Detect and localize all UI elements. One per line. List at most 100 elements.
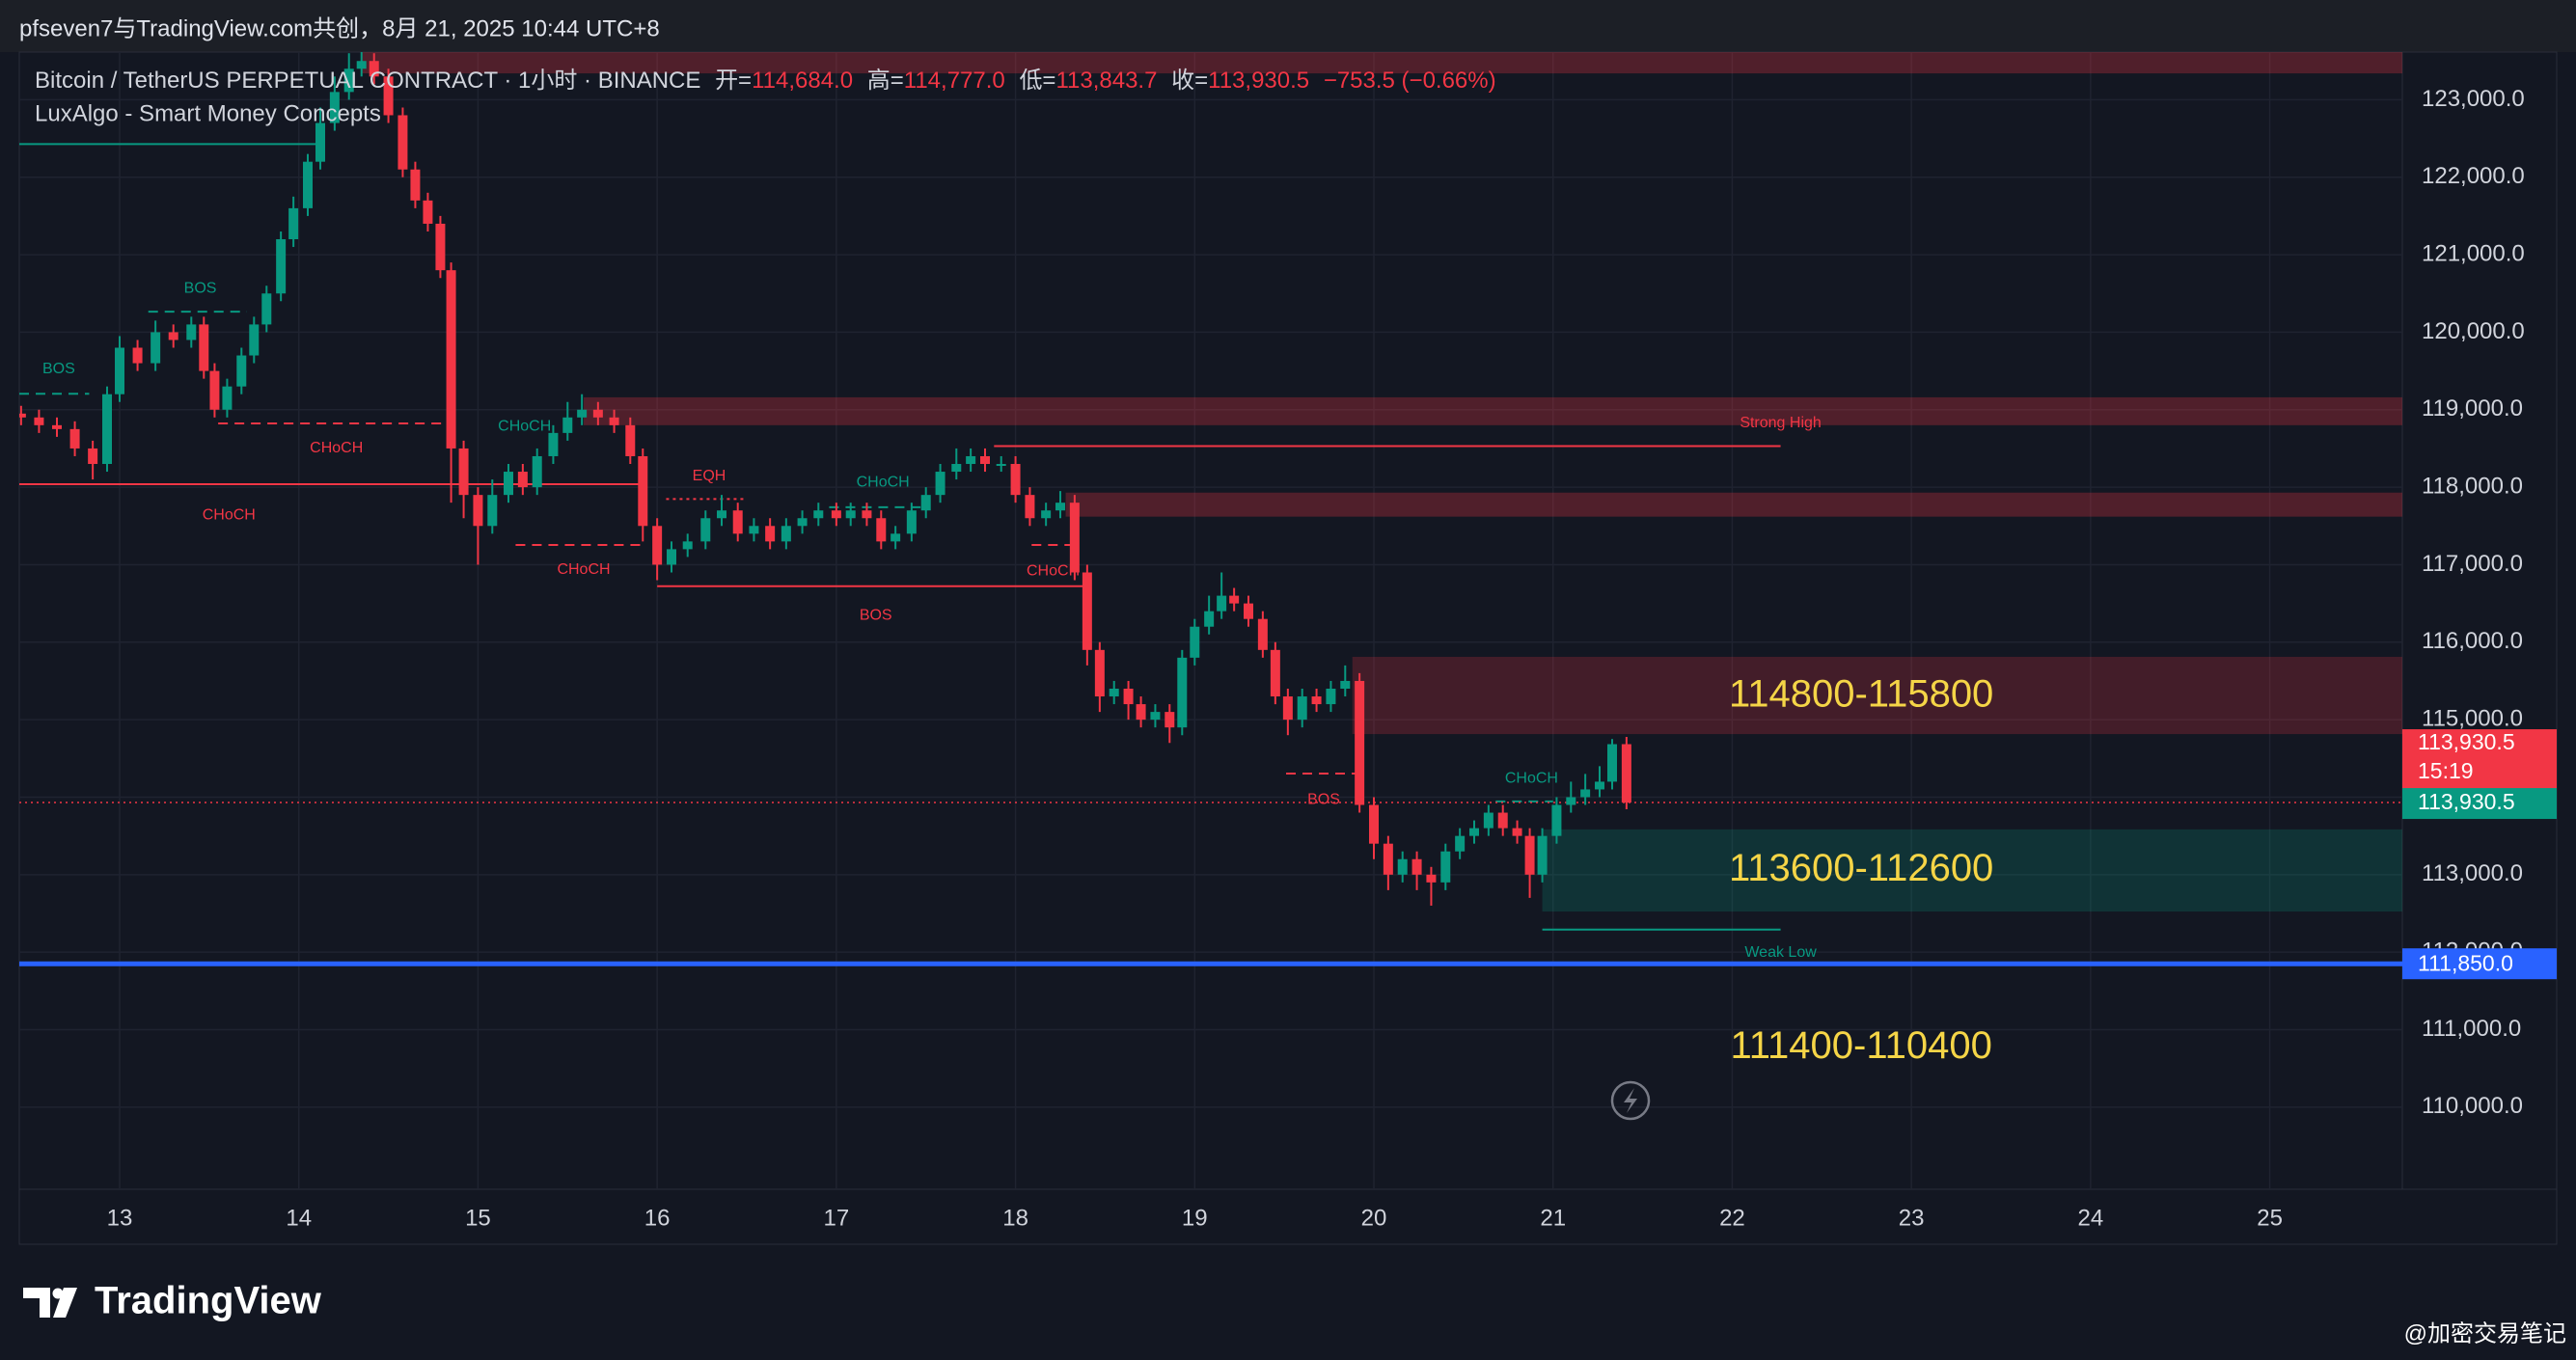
candle-body <box>369 61 379 77</box>
structure-label: CHoCH <box>1027 563 1080 580</box>
candle-body <box>1244 603 1253 619</box>
candle-body <box>1566 797 1576 805</box>
candle-body <box>168 332 178 340</box>
candle-body <box>1383 843 1393 875</box>
candle-body <box>1311 696 1322 705</box>
candle-body <box>1580 789 1591 798</box>
candle-body <box>19 413 26 418</box>
candle-body <box>1190 626 1200 658</box>
candle-body <box>951 464 962 473</box>
header-band <box>0 0 2576 52</box>
candle-body <box>797 518 808 527</box>
last-price-box <box>2402 729 2557 790</box>
candle-body <box>1326 688 1336 705</box>
x-tick-label: 13 <box>107 1205 133 1231</box>
level-box <box>2402 948 2557 980</box>
header-caption: pfseven7与TradingView.com共创，8月 21, 2025 1… <box>19 15 660 41</box>
candle-body <box>1621 744 1631 803</box>
candle-body <box>592 409 603 418</box>
candle-body <box>717 510 726 519</box>
candle-body <box>891 533 901 542</box>
candle-body <box>199 324 209 371</box>
candle-body <box>749 526 759 534</box>
candle-body <box>383 76 394 116</box>
x-tick-label: 24 <box>2078 1205 2104 1231</box>
candle-body <box>532 455 542 488</box>
range-label: 113600-112600 <box>1729 847 1993 889</box>
candle-body <box>1229 595 1240 604</box>
candle-body <box>813 510 824 519</box>
y-tick-label: 110,000.0 <box>2422 1093 2523 1119</box>
zone <box>361 52 2402 74</box>
countdown-label: 15:19 <box>2418 758 2474 783</box>
candle-body <box>276 239 287 294</box>
candle-body <box>700 518 711 542</box>
candle-body <box>562 417 573 433</box>
candle-body <box>151 332 161 364</box>
candle-body <box>935 472 945 496</box>
y-tick-label: 115,000.0 <box>2422 705 2523 731</box>
candle-body <box>920 495 931 511</box>
structure-label: CHoCH <box>857 475 910 491</box>
level-label: 111,850.0 <box>2418 950 2513 975</box>
legend-line: Bitcoin / TetherUS PERPETUAL CONTRACT · … <box>35 68 1496 94</box>
candle-body <box>236 355 247 387</box>
structure-label: Weak Low <box>1744 944 1817 961</box>
candle-body <box>1025 495 1035 519</box>
structure-label: EQH <box>693 468 726 484</box>
plot-layer: BOS BOS CHoCH CHoCH CHoCH CHoCH EQH CHoCH CHoCH B… <box>19 52 2557 1231</box>
x-tick-label: 22 <box>1719 1205 1745 1231</box>
x-tick-label: 18 <box>1002 1205 1028 1231</box>
zone <box>1352 656 2402 735</box>
legend-symbol: Bitcoin / TetherUS PERPETUAL CONTRACT · … <box>35 68 700 94</box>
last-price-label: 113,930.5 <box>2418 729 2515 754</box>
candle-body <box>996 464 1006 467</box>
legend-key: 高= <box>867 68 904 94</box>
candle-body <box>423 200 433 224</box>
candle-body <box>343 68 354 93</box>
candle-body <box>1010 464 1021 496</box>
x-tick-label: 19 <box>1182 1205 1208 1231</box>
plot-area: BOS BOS CHoCH CHoCH CHoCH CHoCH EQH CHoCH CHoCH B… <box>19 52 2402 1189</box>
candle-body <box>1551 804 1562 836</box>
candle-body <box>1440 851 1451 883</box>
replay-icon[interactable] <box>1610 1080 1651 1121</box>
chart-panel <box>18 51 2558 1245</box>
candle-body <box>765 526 776 542</box>
price-box <box>2402 788 2557 820</box>
price-box-label: 113,930.5 <box>2418 789 2515 814</box>
candle-body <box>1512 828 1522 836</box>
candle-body <box>1397 858 1408 875</box>
y-tick-label: 123,000.0 <box>2422 86 2525 112</box>
candle-body <box>906 510 917 534</box>
candle-body <box>261 293 272 325</box>
candle-body <box>69 428 80 449</box>
legend-value: 113,843.7 <box>1055 68 1157 94</box>
y-tick-label: 120,000.0 <box>2422 318 2525 344</box>
candle-body <box>315 122 325 162</box>
structure-label: BOS <box>860 608 892 624</box>
candle-body <box>288 207 299 240</box>
candle-body <box>88 448 98 465</box>
candle-body <box>1109 688 1119 697</box>
candle-body <box>1041 510 1052 519</box>
candle-body <box>446 270 456 449</box>
y-tick-label: 122,000.0 <box>2422 163 2525 189</box>
candle-body <box>410 169 421 201</box>
y-tick-label: 111,000.0 <box>2422 1016 2521 1042</box>
structure-label: CHoCH <box>203 507 256 524</box>
candle-body <box>1217 595 1227 612</box>
candle-body <box>458 448 469 496</box>
legend-change: −753.5 (−0.66%) <box>1324 68 1496 94</box>
candle-body <box>682 541 693 550</box>
candle-body <box>1165 712 1175 728</box>
candle-body <box>1537 835 1548 875</box>
candle-body <box>435 223 446 271</box>
candle-body <box>862 510 872 519</box>
legend-value: 114,684.0 <box>752 68 853 94</box>
y-tick-label: 118,000.0 <box>2422 473 2523 499</box>
zone <box>584 396 2402 425</box>
x-tick-label: 25 <box>2257 1205 2283 1231</box>
x-tick-label: 14 <box>286 1205 312 1231</box>
legend-key: 收= <box>1171 68 1208 94</box>
